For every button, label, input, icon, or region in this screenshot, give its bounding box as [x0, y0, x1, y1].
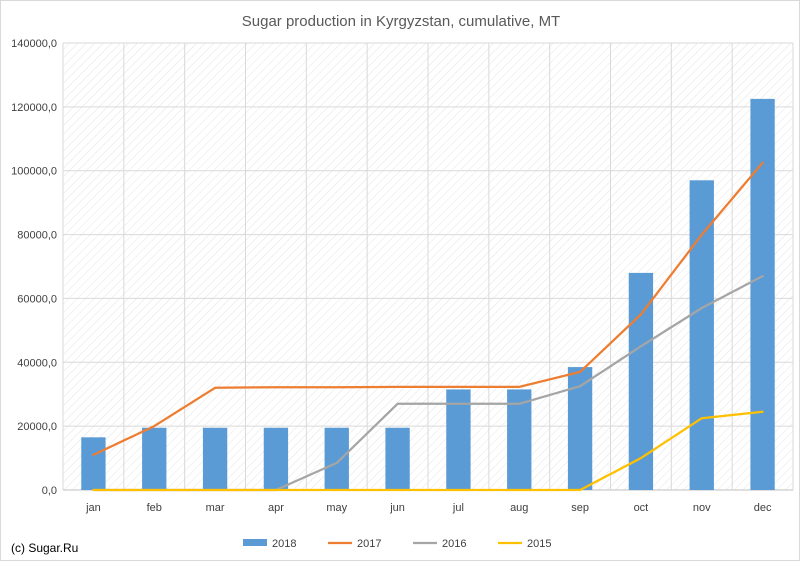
- bar-2018-jul: [446, 389, 471, 490]
- y-tick-label: 140000,0: [11, 38, 57, 50]
- x-tick-label: jan: [85, 502, 101, 514]
- y-tick-label: 20000,0: [17, 421, 57, 433]
- x-tick-label: feb: [147, 502, 162, 514]
- legend-label-2017: 2017: [357, 538, 381, 550]
- line-series: [92, 161, 764, 492]
- chart-title: Sugar production in Kyrgyzstan, cumulati…: [242, 13, 560, 30]
- x-tick-label: mar: [206, 502, 225, 514]
- x-tick-label: apr: [268, 502, 284, 514]
- y-tick-label: 0,0: [42, 485, 57, 497]
- bar-2018-may: [324, 427, 349, 490]
- legend: 2018 2017 2016 2015: [243, 538, 551, 550]
- bar-2018-feb: [142, 427, 167, 490]
- bar-series: [81, 98, 775, 491]
- x-tick-label: sep: [571, 502, 589, 514]
- x-tick-label: dec: [754, 502, 772, 514]
- x-tick-label: aug: [510, 502, 528, 514]
- x-tick-label: oct: [634, 502, 649, 514]
- bar-2018-aug: [507, 389, 532, 490]
- legend-swatch-2018: [243, 539, 267, 546]
- x-tick-label: nov: [693, 502, 711, 514]
- y-tick-label: 100000,0: [11, 166, 57, 178]
- x-tick-label: jul: [452, 502, 464, 514]
- bar-2018-mar: [202, 427, 228, 490]
- y-tick-label: 60000,0: [17, 293, 57, 305]
- bar-2018-dec: [750, 98, 775, 490]
- x-axis: jan feb mar apr may jun jul aug sep oct nov dec: [85, 502, 772, 514]
- x-tick-label: may: [326, 502, 347, 514]
- legend-label-2016: 2016: [442, 538, 466, 550]
- bar-2018-apr: [263, 427, 289, 490]
- bar-2018-nov: [689, 180, 714, 491]
- y-tick-label: 120000,0: [11, 102, 57, 114]
- credit-text: (c) Sugar.Ru: [11, 541, 78, 555]
- legend-label-2018: 2018: [272, 538, 296, 550]
- line-2017: [92, 161, 764, 457]
- y-axis: 0,0 20000,0 40000,0 60000,0 80000,0 100000,0 1…: [11, 38, 57, 497]
- bar-2018-jan: [81, 437, 106, 490]
- y-tick-label: 40000,0: [17, 357, 57, 369]
- legend-label-2015: 2015: [527, 538, 551, 550]
- line-2015: [92, 410, 764, 492]
- bar-2018-jun: [385, 427, 410, 490]
- x-tick-label: jun: [389, 502, 405, 514]
- y-tick-label: 80000,0: [17, 230, 57, 242]
